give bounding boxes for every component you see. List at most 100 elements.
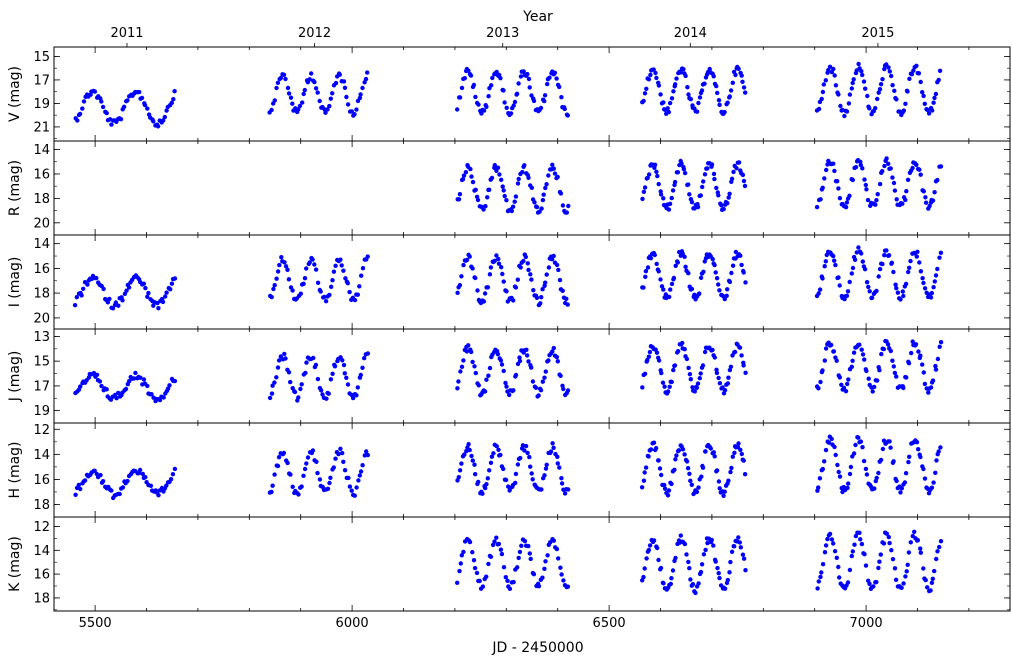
data-point (829, 342, 834, 348)
data-point (461, 262, 466, 268)
x-tick-label: 6000 (336, 616, 369, 631)
data-point (827, 531, 833, 537)
data-point (938, 250, 944, 255)
data-point (874, 198, 879, 203)
data-point (145, 383, 150, 389)
data-point (820, 276, 825, 281)
data-point (643, 269, 649, 274)
data-point (105, 300, 111, 305)
data-point (290, 101, 295, 106)
data-point (694, 385, 700, 390)
data-point (124, 288, 129, 293)
data-point (526, 76, 532, 82)
data-point (525, 261, 530, 266)
data-point (502, 100, 507, 105)
data-point (505, 578, 510, 583)
data-point (496, 261, 502, 266)
data-point (642, 91, 648, 96)
data-point (822, 176, 827, 181)
data-point (304, 266, 309, 271)
series-points (72, 245, 944, 311)
data-point (670, 568, 676, 573)
data-point (823, 78, 828, 83)
data-point (120, 485, 126, 490)
data-point (500, 271, 505, 277)
data-point (862, 357, 867, 362)
data-point (318, 388, 324, 393)
data-point (686, 271, 691, 276)
data-point (498, 358, 504, 363)
data-point (540, 287, 545, 292)
data-point (901, 385, 906, 391)
data-point (529, 185, 534, 190)
data-point (661, 100, 666, 105)
data-point (459, 553, 464, 558)
data-point (523, 254, 528, 260)
data-point (290, 484, 295, 489)
data-point (360, 365, 365, 370)
data-point (544, 272, 549, 277)
data-point (499, 265, 504, 270)
data-point (566, 487, 571, 492)
data-point (906, 459, 911, 465)
data-point (528, 556, 533, 562)
year-tick-label: 2014 (674, 26, 707, 41)
data-point (557, 84, 562, 90)
data-point (504, 289, 509, 294)
data-point (831, 66, 836, 72)
data-point (519, 543, 524, 548)
data-point (564, 210, 569, 215)
year-tick-label: 2013 (486, 26, 519, 41)
data-point (648, 447, 654, 452)
data-point (459, 274, 464, 279)
data-point (836, 564, 841, 570)
data-point (900, 201, 905, 206)
data-point (928, 295, 934, 300)
data-point (908, 540, 913, 545)
data-point (645, 265, 651, 270)
data-point (471, 558, 477, 563)
data-point (849, 553, 854, 559)
data-point (873, 202, 878, 207)
data-point (668, 287, 673, 292)
data-point (847, 471, 853, 477)
data-point (558, 373, 563, 378)
data-point (315, 280, 321, 285)
data-point (647, 543, 653, 548)
data-point (333, 80, 339, 86)
data-point (565, 388, 571, 393)
data-point (329, 284, 334, 289)
data-point (837, 196, 843, 201)
data-point (646, 77, 652, 82)
data-point (860, 259, 865, 264)
data-point (818, 197, 823, 202)
data-point (125, 98, 130, 103)
data-point (526, 359, 531, 364)
data-point (702, 81, 707, 86)
data-point (464, 349, 470, 354)
data-point (489, 83, 494, 88)
data-point (534, 204, 540, 210)
data-point (722, 388, 728, 393)
data-point (732, 450, 737, 455)
data-point (642, 185, 648, 190)
data-point (480, 584, 486, 589)
data-point (496, 256, 501, 262)
data-point (305, 455, 311, 460)
data-point (296, 107, 301, 112)
data-point (274, 276, 279, 281)
data-point (716, 282, 721, 287)
data-point (304, 461, 309, 466)
data-point (137, 467, 143, 473)
data-point (900, 289, 905, 294)
data-point (330, 371, 335, 376)
data-point (823, 543, 829, 548)
data-point (279, 255, 284, 260)
data-point (876, 274, 881, 279)
data-point (837, 474, 843, 479)
data-point (921, 93, 926, 99)
data-point (556, 556, 561, 561)
data-point (837, 575, 842, 580)
data-point (127, 379, 132, 384)
data-point (299, 484, 304, 489)
